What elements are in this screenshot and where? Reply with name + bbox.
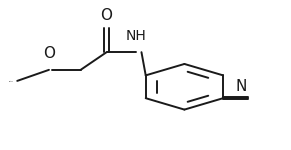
Text: O: O [101, 8, 113, 23]
Text: NH: NH [126, 29, 147, 43]
Text: O: O [43, 46, 55, 61]
Text: N: N [235, 79, 247, 94]
Text: methyl: methyl [9, 80, 13, 81]
